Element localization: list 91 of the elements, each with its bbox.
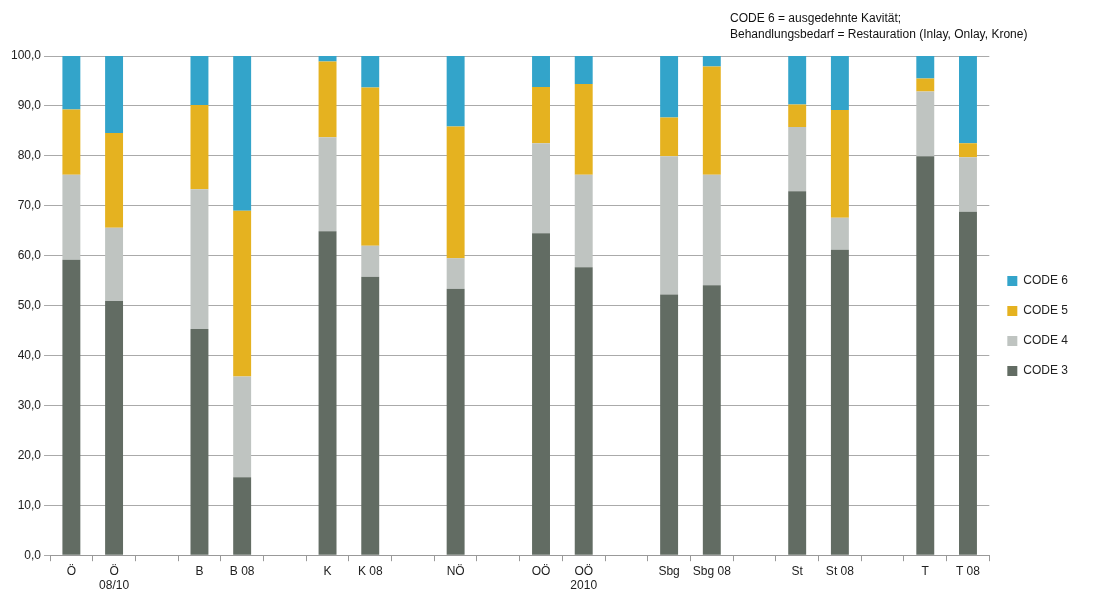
bar [788,56,807,105]
bar [959,157,977,212]
bar [361,87,380,246]
bar [62,109,81,175]
bar [788,191,807,555]
x-tick-label: Sbg [658,563,680,578]
bar [574,56,593,84]
legend-label: CODE 3 [1023,363,1069,378]
y-tick-label: 50,0 [17,297,42,312]
bar [702,66,721,175]
bar [574,83,593,175]
bar [574,267,593,555]
bar [361,276,380,555]
bar [233,376,252,478]
bar [830,56,849,110]
x-tick-label: Ö [66,563,77,578]
bar [361,245,380,277]
bar [660,156,679,295]
bar [574,174,593,268]
bar [318,61,337,138]
bar [830,217,849,250]
bar [532,143,550,234]
bar [660,56,679,118]
bar [446,258,465,289]
y-tick-label: 20,0 [17,447,42,462]
y-tick-label: 100,0 [11,48,42,63]
x-tick-label: OÖ [531,563,551,578]
x-tick-label: Sbg 08 [692,563,732,578]
x-tick-label: B 08 [229,563,255,578]
bar [318,56,337,62]
bar [318,231,337,555]
bar [702,174,721,286]
legend-label: CODE 5 [1023,303,1069,318]
bar [959,143,977,158]
bar [446,126,465,259]
y-tick-label: 60,0 [17,247,42,262]
legend-label: CODE 6 [1023,273,1069,288]
y-tick-label: 40,0 [17,347,42,362]
bar [62,56,81,110]
x-tick-label: B [195,563,204,578]
bar [702,285,721,555]
x-tick-label: T 08 [956,563,981,578]
bar [233,477,252,555]
x-tick-label: NÖ [446,563,465,578]
bar [190,104,209,190]
y-tick-label: 30,0 [17,397,42,412]
y-tick-label: 0,0 [24,547,42,562]
bar [105,56,124,133]
bar [916,78,935,92]
bar [318,137,337,232]
bar [959,211,977,555]
bar [190,329,209,555]
bar [233,210,252,377]
bar [446,288,465,555]
bar [361,56,380,88]
y-tick-label: 10,0 [17,497,42,512]
bar [446,56,465,127]
bar [532,56,550,87]
bar [916,91,935,157]
bar [62,259,81,555]
bar [830,109,849,218]
x-tick-label: K [323,563,332,578]
text: CODE 6 = ausgedehnte Kavität; Behandlungsbedarf = Restauration (Inlay, Onlay, Krone) [730,10,1028,42]
x-tick-label: OÖ 2010 [570,563,598,593]
bar [788,126,807,192]
x-tick-label: K 08 [357,563,383,578]
bar [660,117,679,157]
bar [788,104,807,127]
x-tick-label: St 08 [825,563,855,578]
x-tick-label: Ö 08/10 [99,563,130,593]
bar [532,233,550,555]
bar [532,86,550,144]
x-tick-label: T [921,563,930,578]
bar [702,56,721,67]
bar [190,56,209,105]
bar [916,156,935,555]
bar [959,56,977,144]
x-tick-label: St [791,563,804,578]
y-tick-label: 70,0 [17,198,42,213]
bar [105,227,124,302]
bar [830,249,849,555]
legend-label: CODE 4 [1023,333,1069,348]
y-tick-label: 90,0 [17,98,42,113]
bar [105,301,124,555]
bar [105,132,124,228]
bar [916,56,935,79]
bar [62,174,81,260]
y-tick-label: 80,0 [17,148,42,163]
bar [190,189,209,330]
bar [233,56,252,211]
bar [660,294,679,555]
